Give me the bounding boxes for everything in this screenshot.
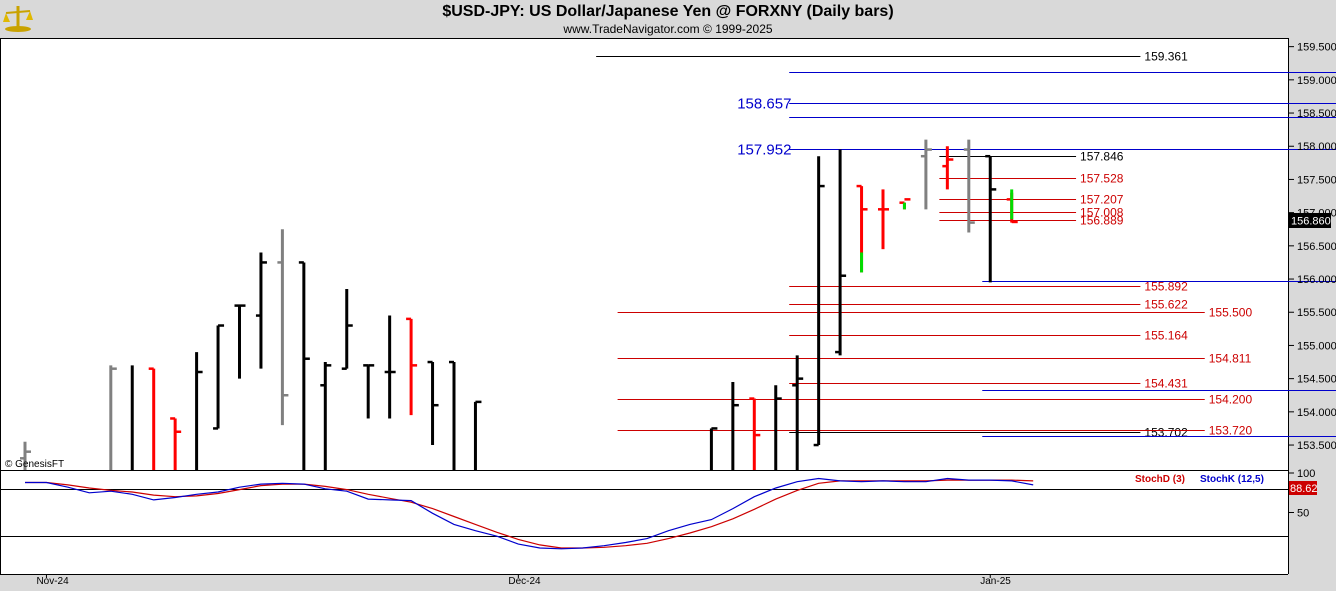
price-bar: [942, 146, 954, 190]
level-label: 157.207: [1080, 193, 1124, 207]
price-bar: [195, 352, 203, 470]
chart-subtitle: www.TradeNavigator.com © 1999-2025: [563, 22, 773, 36]
level-label: 157.008: [1080, 206, 1124, 220]
price-bar: [341, 289, 353, 370]
level-label: 154.431: [1144, 377, 1188, 391]
genesis-watermark: © GenesisFT: [5, 459, 64, 470]
stoch-y-tick-label: 50: [1297, 508, 1309, 520]
chart-header: $USD-JPY: US Dollar/Japanese Yen @ FORXN…: [0, 0, 1336, 38]
price-bar: [835, 149, 847, 356]
price-bar: [774, 385, 782, 470]
level-label: 154.200: [1209, 393, 1253, 407]
y-tick-label: 158.500: [1297, 108, 1336, 120]
price-bar: [384, 315, 396, 419]
level-label: 153.702: [1144, 426, 1188, 440]
price-bar: [298, 261, 310, 470]
y-tick-label: 153.500: [1297, 440, 1336, 452]
level-label: 157.846: [1080, 150, 1124, 164]
price-bar: [255, 252, 267, 369]
y-tick-label: 156.000: [1297, 274, 1336, 286]
price-bar: [213, 324, 225, 430]
price-bar: [109, 365, 117, 470]
level-label: 157.952: [737, 142, 791, 159]
price-bar: [170, 417, 182, 470]
level-label: 155.164: [1144, 329, 1188, 343]
stoch-last-label: 88.62: [1290, 483, 1318, 495]
price-bar: [709, 427, 718, 470]
price-bar: [148, 367, 156, 470]
x-tick-label: Nov-24: [36, 576, 69, 587]
x-tick-label: Dec-24: [508, 576, 541, 587]
price-bar: [792, 355, 804, 470]
y-tick-label: 159.500: [1297, 42, 1336, 54]
y-tick-label: 159.000: [1297, 75, 1336, 87]
trade-navigator-logo-icon: [3, 6, 33, 32]
price-bar: [749, 397, 761, 470]
y-tick-label: 157.500: [1297, 174, 1336, 186]
level-label: 154.811: [1209, 352, 1252, 366]
price-bar: [449, 360, 456, 470]
price-bar: [813, 156, 825, 447]
level-label: 156.889: [1080, 214, 1124, 228]
y-tick-label: 155.500: [1297, 307, 1336, 319]
price-panel: [0, 38, 1288, 470]
last-price-label: 156.860: [1291, 216, 1331, 228]
level-label: 155.500: [1209, 306, 1253, 320]
stochk-legend: StochK (12,5): [1200, 474, 1264, 485]
last-price-box: [1289, 213, 1331, 228]
level-label: 158.657: [737, 96, 791, 113]
price-bar: [427, 360, 439, 446]
price-bar: [920, 139, 932, 210]
level-label: 155.892: [1144, 280, 1188, 294]
x-tick-label: Jan-25: [980, 576, 1011, 587]
stoch-y-tick-label: 100: [1297, 468, 1315, 480]
stoch-series-line: [25, 479, 1034, 549]
price-bar: [878, 189, 889, 250]
y-tick-label: 154.500: [1297, 374, 1336, 386]
price-bar: [320, 362, 332, 470]
price-bar: [731, 381, 739, 470]
stochd-legend: StochD (3): [1135, 474, 1185, 485]
y-tick-label: 155.000: [1297, 340, 1336, 352]
price-bar: [234, 304, 246, 379]
y-tick-label: 156.500: [1297, 241, 1336, 253]
price-bar: [363, 364, 375, 419]
level-label: 157.528: [1080, 172, 1124, 186]
price-bar: [963, 139, 975, 233]
level-label: 155.622: [1144, 298, 1188, 312]
level-label: 159.361: [1144, 50, 1188, 64]
stoch-last-box: [1289, 481, 1317, 495]
price-bar: [473, 400, 482, 470]
stoch-series-line: [25, 477, 1034, 550]
price-bar: [406, 317, 418, 416]
stochastic-panel: [0, 471, 1288, 574]
level-label: 153.720: [1209, 424, 1253, 438]
price-bar: [20, 441, 31, 470]
y-tick-label: 158.000: [1297, 141, 1336, 153]
price-bar: [277, 229, 289, 426]
y-tick-label: 154.000: [1297, 407, 1336, 419]
price-bar: [985, 154, 997, 283]
chart-title: $USD-JPY: US Dollar/Japanese Yen @ FORXN…: [442, 3, 894, 20]
